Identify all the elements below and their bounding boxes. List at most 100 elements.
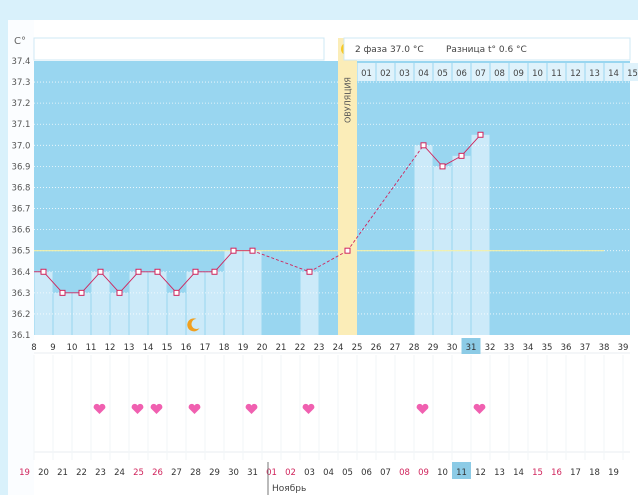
date-label: 18	[589, 468, 600, 478]
cycle-day-label: 21	[276, 343, 287, 353]
date-label: 19	[19, 468, 30, 478]
y-tick-label: 37.4	[12, 57, 31, 67]
phase-info-box	[343, 37, 631, 61]
temperature-line-segment	[214, 250, 234, 273]
y-tick-label: 36.5	[12, 247, 31, 257]
temperature-bar	[452, 155, 471, 335]
date-label: 08	[399, 468, 410, 478]
moon-icon	[187, 318, 200, 332]
date-label: 03	[304, 468, 315, 478]
heart-icon[interactable]	[473, 403, 486, 414]
y-tick-label: 36.8	[12, 183, 31, 193]
date-label: 27	[171, 468, 182, 478]
date-label: 23	[95, 468, 106, 478]
phase2-day-number: 10	[532, 69, 543, 79]
left-band	[8, 20, 34, 495]
phase-difference: Разница t° 0.6 °C	[446, 45, 527, 55]
date-label: 15	[532, 468, 543, 478]
date-label: 19	[608, 468, 619, 478]
temperature-line-segment	[252, 250, 310, 273]
date-label: 14	[513, 468, 524, 478]
heart-icon[interactable]	[416, 403, 429, 414]
heart-icon[interactable]	[150, 403, 163, 414]
y-unit: C°	[14, 36, 26, 47]
date-label: 28	[190, 468, 201, 478]
phase2-day-number: 06	[456, 69, 467, 79]
cycle-day-label: 12	[105, 343, 116, 353]
phase2-day-cell	[547, 63, 566, 81]
phase2-day-number: 09	[513, 69, 524, 79]
phase2-day-number: 01	[361, 69, 372, 79]
today-cycle-day-highlight	[461, 338, 481, 354]
temperature-point[interactable]	[97, 268, 104, 275]
temperature-point[interactable]	[439, 163, 446, 170]
phase2-day-cell	[623, 63, 638, 81]
heart-icon[interactable]	[188, 403, 201, 414]
phase2-day-cell	[376, 63, 395, 81]
phase2-day-cell	[604, 63, 623, 81]
temperature-point[interactable]	[458, 152, 465, 159]
temperature-line-segment	[157, 271, 177, 294]
temperature-point[interactable]	[344, 247, 351, 254]
phase2-day-number: 14	[608, 69, 619, 79]
phase2-day-number: 04	[418, 69, 429, 79]
cycle-day-label: 9	[50, 343, 55, 353]
cycle-day-label: 20	[257, 343, 268, 353]
temperature-bar	[148, 271, 167, 335]
temperature-point[interactable]	[420, 142, 427, 149]
heart-icon[interactable]	[245, 403, 258, 414]
temperature-point[interactable]	[249, 247, 256, 254]
y-tick-label: 36.9	[12, 162, 31, 172]
temperature-bar	[53, 292, 72, 335]
temperature-point[interactable]	[192, 268, 199, 275]
temperature-bar	[300, 271, 319, 335]
cycle-day-label: 15	[162, 343, 173, 353]
cycle-day-label: 18	[219, 343, 230, 353]
heart-icon[interactable]	[93, 403, 106, 414]
heart-icon[interactable]	[131, 403, 144, 414]
phase2-day-cell	[585, 63, 604, 81]
date-label: 04	[323, 468, 334, 478]
phase2-day-number: 02	[380, 69, 391, 79]
temperature-line-segment	[347, 145, 424, 251]
y-tick-label: 36.2	[12, 310, 31, 320]
temperature-bar	[414, 145, 433, 335]
cycle-day-label: 32	[485, 343, 496, 353]
temperature-point[interactable]	[40, 268, 47, 275]
cycle-day-label: 38	[599, 343, 610, 353]
header-left-box	[33, 37, 325, 61]
temperature-bar	[110, 292, 129, 335]
temperature-line-segment	[309, 250, 348, 273]
phase2-day-number: 08	[494, 69, 505, 79]
temperature-line-segment	[423, 145, 443, 167]
temperature-bar	[471, 134, 490, 335]
temperature-point[interactable]	[230, 247, 237, 254]
phase2-day-cell	[566, 63, 585, 81]
month-label: Ноябрь	[272, 484, 306, 494]
temperature-line-segment	[442, 155, 462, 167]
temperature-point[interactable]	[116, 289, 123, 296]
temperature-point[interactable]	[78, 289, 85, 296]
temperature-point[interactable]	[59, 289, 66, 296]
cycle-day-label: 31	[466, 343, 477, 353]
phase2-day-cell	[490, 63, 509, 81]
temperature-bar	[72, 292, 91, 335]
temperature-bar	[91, 271, 110, 335]
temperature-point[interactable]	[135, 268, 142, 275]
phase2-day-cell	[357, 63, 376, 81]
phase2-day-cell	[452, 63, 471, 81]
date-label: 06	[361, 468, 372, 478]
phase2-day-cell	[509, 63, 528, 81]
date-label: 01	[266, 468, 277, 478]
temperature-point[interactable]	[306, 268, 313, 275]
cycle-day-label: 8	[31, 343, 36, 353]
heart-icon[interactable]	[302, 403, 315, 414]
y-tick-label: 37.1	[12, 120, 31, 130]
date-label: 09	[418, 468, 429, 478]
y-tick-label: 36.3	[12, 289, 31, 299]
temperature-point[interactable]	[154, 268, 161, 275]
temperature-point[interactable]	[173, 289, 180, 296]
temperature-point[interactable]	[211, 268, 218, 275]
temperature-line-segment	[81, 271, 101, 294]
temperature-point[interactable]	[477, 131, 484, 138]
